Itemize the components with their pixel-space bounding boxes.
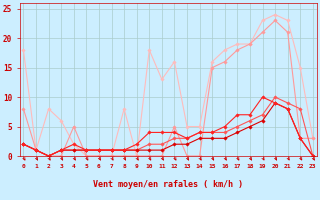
X-axis label: Vent moyen/en rafales ( km/h ): Vent moyen/en rafales ( km/h ) — [93, 180, 243, 189]
